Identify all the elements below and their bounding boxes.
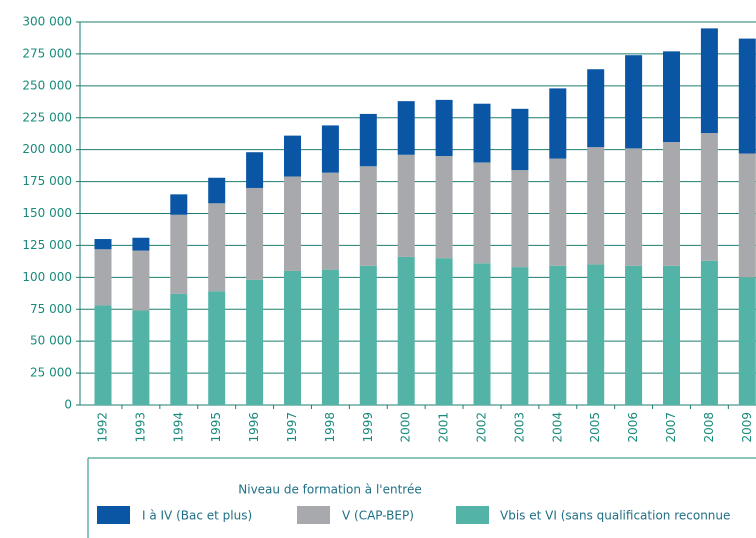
bar-segment bbox=[473, 263, 491, 405]
x-tick-label: 1996 bbox=[247, 412, 261, 443]
bar-segment bbox=[549, 158, 567, 266]
bar-segment bbox=[208, 177, 226, 204]
bar-segment bbox=[625, 55, 643, 149]
bar-segment bbox=[738, 277, 756, 405]
bar-segment bbox=[435, 99, 453, 157]
bar-segment bbox=[663, 142, 680, 266]
bar-segment bbox=[246, 187, 264, 280]
x-tick-label: 1993 bbox=[133, 412, 147, 443]
x-tick-label: 2001 bbox=[437, 412, 451, 443]
legend-swatch bbox=[97, 506, 130, 524]
bar-segment bbox=[700, 28, 718, 134]
legend-swatch bbox=[456, 506, 489, 524]
bar-segment bbox=[625, 265, 643, 405]
bar-segment bbox=[738, 38, 756, 154]
y-tick-label: 100 000 bbox=[22, 270, 72, 284]
y-tick-label: 275 000 bbox=[22, 46, 72, 60]
bar-segment bbox=[359, 166, 377, 266]
bar-segment bbox=[284, 176, 301, 271]
bar-segment bbox=[738, 153, 756, 278]
bar-segment bbox=[94, 305, 112, 405]
bar-segment bbox=[246, 152, 264, 188]
bar-segment bbox=[170, 214, 188, 294]
x-tick-label: 2009 bbox=[740, 412, 754, 443]
x-tick-label: 1998 bbox=[323, 412, 337, 443]
legend-swatch bbox=[297, 506, 330, 524]
legend-label: I à IV (Bac et plus) bbox=[142, 509, 252, 523]
bar-segment bbox=[284, 270, 301, 405]
bar-segment bbox=[94, 249, 112, 306]
bar-segment bbox=[132, 250, 150, 311]
bar-segment bbox=[170, 194, 188, 215]
x-tick-label: 1997 bbox=[285, 412, 299, 443]
x-tick-label: 2004 bbox=[550, 412, 564, 443]
x-tick-label: 2007 bbox=[664, 412, 678, 443]
y-tick-label: 250 000 bbox=[22, 78, 72, 92]
bar-segment bbox=[321, 269, 339, 405]
bar-segment bbox=[473, 103, 491, 163]
bar-segment bbox=[435, 258, 453, 405]
bar-segment bbox=[246, 279, 264, 405]
x-tick-label: 1994 bbox=[171, 412, 185, 443]
bar-segment bbox=[132, 310, 150, 405]
x-tick-label: 1992 bbox=[96, 412, 110, 443]
y-tick-label: 25 000 bbox=[30, 366, 72, 380]
x-tick-label: 1999 bbox=[361, 412, 375, 443]
y-tick-label: 225 000 bbox=[22, 110, 72, 124]
bar-segment bbox=[549, 88, 567, 159]
y-tick-label: 200 000 bbox=[22, 142, 72, 156]
x-tick-label: 2006 bbox=[626, 412, 640, 443]
bar-segment bbox=[94, 239, 112, 250]
bar-segment bbox=[700, 260, 718, 405]
legend-label: V (CAP-BEP) bbox=[342, 509, 414, 523]
bar-segment bbox=[663, 51, 680, 143]
bar-segment bbox=[321, 125, 339, 173]
y-tick-label: 150 000 bbox=[22, 206, 72, 220]
bar-segment bbox=[397, 256, 415, 405]
bar-segment bbox=[625, 148, 643, 266]
bar-segment bbox=[511, 267, 529, 405]
y-tick-label: 175 000 bbox=[22, 174, 72, 188]
x-tick-label: 2005 bbox=[588, 412, 602, 443]
legend: I à IV (Bac et plus) V (CAP-BEP) Vbis et V… bbox=[97, 506, 730, 524]
x-tick-label: 2008 bbox=[702, 412, 716, 443]
bar-segment bbox=[170, 293, 188, 405]
bar-segment bbox=[321, 172, 339, 270]
bar-segment bbox=[473, 162, 491, 264]
y-tick-label: 0 bbox=[64, 398, 72, 412]
bar-segment bbox=[397, 101, 415, 155]
legend-label: Vbis et VI (sans qualification reconnue bbox=[500, 509, 730, 523]
bar-segment bbox=[397, 154, 415, 257]
bar-segment bbox=[284, 135, 301, 177]
legend-title: Niveau de formation à l'entrée bbox=[238, 483, 421, 497]
bar-segment bbox=[549, 265, 567, 405]
y-tick-label: 75 000 bbox=[30, 302, 72, 316]
bar-segment bbox=[511, 108, 529, 171]
x-tick-label: 2003 bbox=[512, 412, 526, 443]
bar-segment bbox=[359, 113, 377, 167]
x-tick-label: 2002 bbox=[475, 412, 489, 443]
bar-segment bbox=[700, 133, 718, 261]
bar-segment bbox=[587, 147, 605, 265]
bar-segment bbox=[208, 203, 226, 292]
bar-segment bbox=[132, 237, 150, 251]
y-tick-label: 300 000 bbox=[22, 15, 72, 29]
x-tick-label: 2000 bbox=[399, 412, 413, 443]
bar-segment bbox=[587, 69, 605, 148]
bar-segment bbox=[511, 170, 529, 268]
x-tick-label: 1995 bbox=[209, 412, 223, 443]
bar-segment bbox=[587, 264, 605, 405]
y-tick-label: 50 000 bbox=[30, 334, 72, 348]
y-tick-label: 125 000 bbox=[22, 238, 72, 252]
bar-segment bbox=[663, 265, 680, 405]
bar-segment bbox=[435, 156, 453, 259]
bar-segment bbox=[359, 265, 377, 405]
bar-segment bbox=[208, 291, 226, 405]
